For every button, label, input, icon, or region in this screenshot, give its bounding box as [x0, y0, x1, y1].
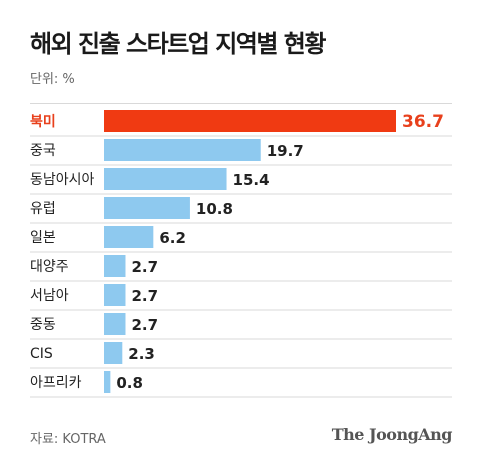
- bar: [104, 110, 396, 132]
- unit-label: 단위: %: [30, 72, 75, 87]
- chart-title: 해외 진출 스타트업 지역별 현황: [30, 30, 326, 58]
- bar: [104, 139, 261, 161]
- bar: [104, 226, 154, 248]
- category-label: 북미: [30, 114, 56, 130]
- bar: [104, 371, 111, 393]
- value-label: 19.7: [267, 142, 304, 160]
- value-label: 2.3: [128, 345, 155, 363]
- bar: [104, 284, 126, 306]
- category-label: 대양주: [30, 259, 69, 275]
- value-label: 6.2: [159, 229, 186, 247]
- value-label: 2.7: [131, 258, 158, 276]
- bar: [104, 197, 190, 219]
- category-label: CIS: [30, 346, 53, 362]
- value-label: 36.7: [402, 112, 444, 132]
- value-label: 10.8: [196, 200, 233, 218]
- category-label: 중국: [30, 143, 56, 159]
- category-label: 유럽: [30, 201, 56, 217]
- bar: [104, 313, 126, 335]
- source-note: 자료: KOTRA: [30, 432, 106, 447]
- bar: [104, 342, 123, 364]
- bar: [104, 255, 126, 277]
- value-label: 15.4: [233, 171, 270, 189]
- category-label: 동남아시아: [30, 172, 95, 188]
- bar: [104, 168, 227, 190]
- category-label: 중동: [30, 317, 56, 333]
- category-label: 아프리카: [30, 375, 82, 391]
- value-labels: 36.719.715.410.86.22.72.72.72.30.8: [116, 112, 444, 392]
- value-label: 2.7: [131, 287, 158, 305]
- value-label: 2.7: [131, 316, 158, 334]
- bars: [104, 110, 396, 393]
- brand-logo: The JoongAng: [331, 425, 453, 444]
- category-label: 일본: [30, 230, 56, 246]
- value-label: 0.8: [116, 374, 143, 392]
- row-dividers: [30, 103, 452, 398]
- category-label: 서남아: [30, 288, 69, 304]
